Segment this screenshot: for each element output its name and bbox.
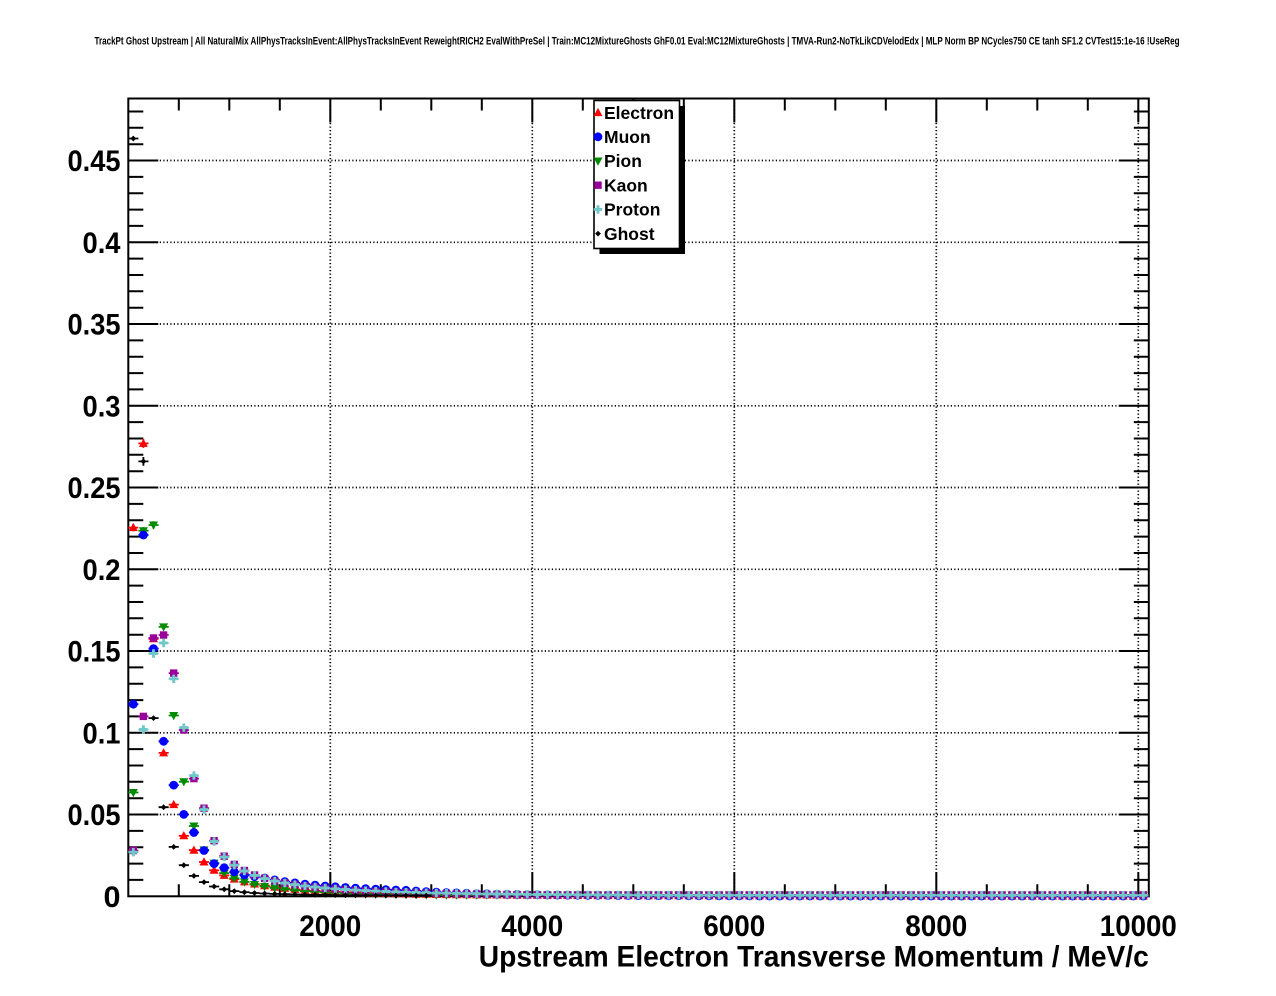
svg-text:TrackPt Ghost Upstream | All N: TrackPt Ghost Upstream | All NaturalMix … bbox=[95, 36, 1180, 48]
svg-text:0.25: 0.25 bbox=[68, 472, 121, 505]
svg-text:Electron: Electron bbox=[604, 103, 674, 123]
svg-text:4000: 4000 bbox=[501, 910, 563, 943]
svg-text:Muon: Muon bbox=[604, 127, 651, 147]
svg-text:Proton: Proton bbox=[604, 200, 660, 220]
svg-text:0: 0 bbox=[104, 881, 121, 914]
svg-text:0.15: 0.15 bbox=[68, 636, 121, 669]
svg-text:Ghost: Ghost bbox=[604, 224, 655, 244]
svg-text:8000: 8000 bbox=[905, 910, 967, 943]
svg-text:0.35: 0.35 bbox=[68, 309, 121, 342]
svg-text:0.1: 0.1 bbox=[83, 717, 121, 750]
svg-text:0.4: 0.4 bbox=[83, 227, 121, 260]
svg-text:10000: 10000 bbox=[1100, 910, 1177, 943]
svg-text:0.45: 0.45 bbox=[68, 145, 121, 178]
svg-text:Pion: Pion bbox=[604, 151, 642, 171]
svg-text:0.3: 0.3 bbox=[83, 390, 121, 423]
svg-text:0.05: 0.05 bbox=[68, 799, 121, 832]
svg-text:Upstream Electron Transverse M: Upstream Electron Transverse Momentum / … bbox=[479, 941, 1149, 974]
svg-text:0.2: 0.2 bbox=[83, 554, 121, 587]
svg-text:6000: 6000 bbox=[703, 910, 765, 943]
svg-text:Kaon: Kaon bbox=[604, 175, 648, 195]
svg-text:2000: 2000 bbox=[299, 910, 361, 943]
